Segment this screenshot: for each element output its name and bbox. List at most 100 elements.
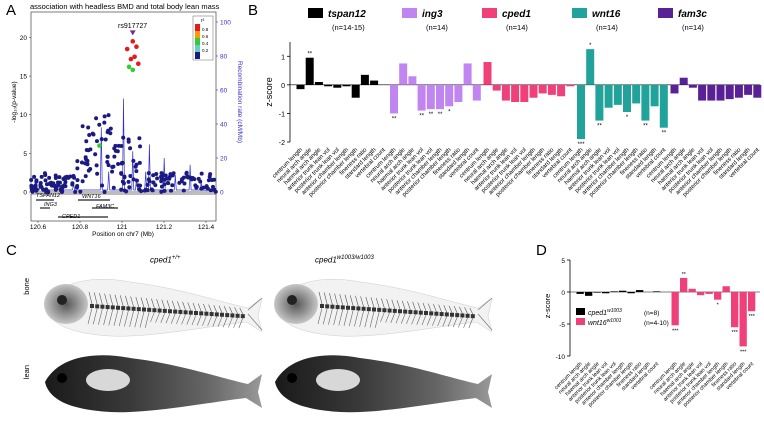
snp-point [162, 189, 167, 194]
y-tick-label: 10 [20, 112, 28, 119]
vertebra [147, 307, 152, 312]
snp-point [181, 188, 186, 193]
neural-spine [93, 292, 98, 305]
snp-point-hi [136, 61, 141, 67]
snp-point [86, 148, 91, 153]
snp-point [111, 185, 116, 190]
snp-point [146, 177, 151, 182]
rib [165, 313, 171, 324]
bar [360, 74, 369, 85]
bar [445, 84, 454, 107]
genotype-label-mut: cped1w1003/w1003 [315, 255, 374, 265]
y-tick-label: 15 [20, 74, 28, 81]
legend-swatch [482, 8, 497, 18]
vertebra [225, 313, 230, 318]
snp-point [48, 181, 53, 186]
snp-point [162, 182, 167, 187]
neural-spine [438, 304, 442, 313]
bar [472, 84, 481, 101]
bars-d: *************** [576, 272, 756, 355]
bar [650, 84, 659, 107]
bar [688, 288, 696, 292]
bar [399, 63, 408, 85]
significance-mark: ** [419, 114, 424, 120]
neural-spine [229, 306, 233, 314]
y-tick-label: 5 [23, 151, 27, 158]
snp-point [131, 177, 136, 182]
snp-point [80, 124, 85, 129]
neural-spine [203, 303, 207, 312]
snp-point [131, 158, 136, 163]
snp-point [100, 183, 105, 188]
snp-point-hi [124, 46, 130, 52]
vertebra [377, 307, 382, 312]
snp-point [185, 174, 190, 179]
bar [454, 84, 463, 102]
eye [57, 373, 67, 383]
bars-b: **** ** ** ** ************ [296, 43, 762, 148]
vertebra [204, 311, 209, 316]
snp-point [120, 160, 125, 165]
snp-point [41, 187, 46, 192]
snp-point [63, 175, 68, 180]
neural-spine [125, 295, 129, 307]
vertebra [320, 304, 324, 308]
bar [351, 84, 360, 98]
snp-point [146, 171, 151, 176]
bar [707, 84, 716, 101]
bar [511, 84, 520, 102]
rib [458, 317, 463, 328]
bar [492, 84, 501, 91]
rib [144, 311, 150, 328]
neural-spine [197, 303, 202, 312]
snp-point [90, 131, 95, 136]
vertebra [105, 305, 110, 310]
neural-spine [407, 301, 411, 311]
snp-point [53, 187, 58, 192]
snp-point [206, 178, 211, 183]
y2-tick-label: 100 [220, 20, 231, 27]
rib [212, 316, 218, 327]
significance-mark: *** [578, 142, 586, 148]
x-axis-label: Position on chr7 (Mb) [92, 231, 154, 238]
vertebra [95, 304, 100, 309]
snp-point [83, 157, 88, 162]
bar [641, 84, 650, 121]
recombination-rate-line [30, 98, 217, 192]
bar [370, 80, 379, 85]
rib [202, 315, 207, 326]
significance-mark: * [448, 109, 451, 115]
rib [463, 317, 468, 328]
snp-point [121, 135, 126, 140]
row-label-lean: lean [22, 365, 31, 380]
snp-point [42, 171, 47, 176]
neural-spine [443, 305, 448, 313]
rib [421, 314, 427, 326]
vertebra [199, 311, 204, 316]
bar [698, 84, 707, 101]
snp-point [105, 154, 110, 159]
gene-label: FAM3C [96, 204, 114, 210]
y2-tick-label: 40 [220, 122, 228, 129]
snp-point [139, 189, 144, 194]
snp-point-hi [132, 54, 137, 60]
xray-images [44, 278, 493, 413]
snp-point [143, 187, 148, 192]
snp-point [110, 164, 115, 169]
neural-spine [349, 295, 354, 307]
rib [411, 314, 416, 325]
neural-spine [448, 305, 453, 313]
neural-spine [145, 297, 150, 308]
snp-point [72, 175, 77, 180]
rib [369, 311, 375, 328]
rib [181, 314, 186, 325]
snp-point [116, 162, 121, 167]
significance-mark: ** [597, 124, 602, 130]
bar [753, 84, 762, 98]
snp-point [112, 154, 117, 159]
significance-mark: *** [740, 349, 747, 355]
legend-label: ing3 [422, 9, 443, 20]
bar [610, 291, 618, 292]
swim-bladder [86, 369, 130, 391]
